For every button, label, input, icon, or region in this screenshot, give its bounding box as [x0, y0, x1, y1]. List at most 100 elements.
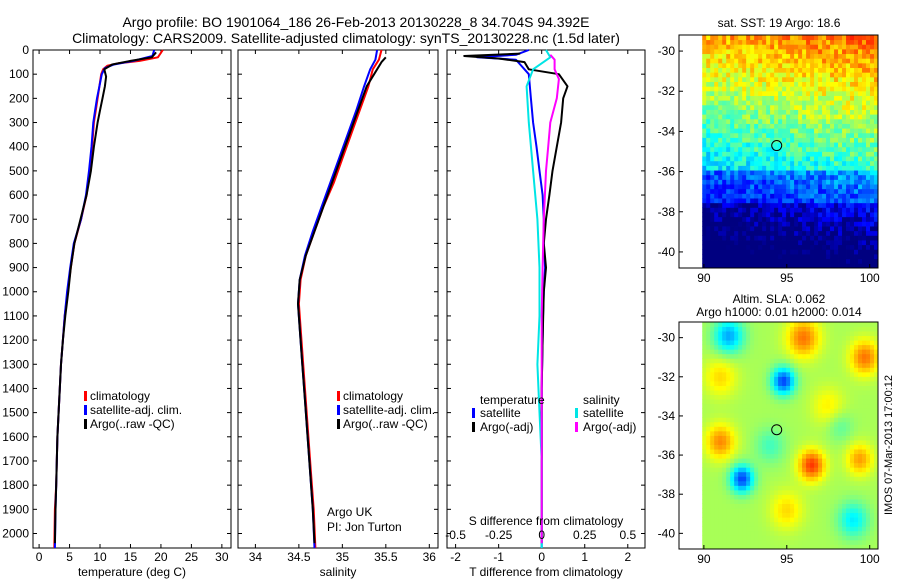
map-cell	[846, 367, 851, 373]
map-cell	[770, 207, 775, 213]
map-cell	[830, 202, 835, 208]
map-cell	[750, 198, 755, 204]
map-cell	[834, 128, 839, 134]
map-cell	[802, 421, 807, 427]
map-cell	[866, 512, 871, 518]
map-cell	[738, 44, 743, 50]
map-cell	[802, 512, 807, 518]
map-cell	[862, 221, 867, 227]
map-cell	[758, 322, 763, 327]
map-cell	[822, 258, 827, 264]
map-cell	[754, 240, 759, 246]
map-cell	[762, 146, 767, 152]
map-cell	[786, 174, 791, 180]
map-cell	[778, 100, 783, 106]
map-cell	[858, 39, 863, 45]
map-cell	[806, 476, 811, 482]
map-cell	[814, 193, 819, 199]
map-cell	[706, 381, 711, 386]
map-cell	[778, 390, 783, 396]
map-cell	[750, 371, 755, 377]
map-cell	[778, 467, 783, 473]
map-title: Altim. SLA: 0.062	[733, 292, 826, 306]
map-cell	[714, 503, 719, 509]
map-cell	[862, 188, 867, 194]
map-cell	[842, 421, 847, 427]
map-cell	[830, 535, 835, 541]
map-cell	[874, 142, 879, 148]
map-cell	[702, 444, 707, 450]
map-cell	[822, 114, 827, 120]
map-cell	[782, 258, 787, 264]
map-cell	[710, 90, 715, 96]
map-cell	[830, 394, 835, 400]
figure-title-line1: Argo profile: BO 1901064_186 26-Feb-2013…	[122, 14, 589, 30]
map-cell	[874, 193, 879, 199]
map-cell	[702, 100, 707, 106]
map-cell	[830, 539, 835, 545]
map-cell	[726, 137, 731, 143]
map-cell	[770, 521, 775, 527]
map-cell	[750, 174, 755, 180]
map-cell	[746, 67, 751, 73]
map-cell	[742, 530, 747, 536]
map-cell	[766, 471, 771, 477]
map-cell	[846, 123, 851, 129]
map-cell	[738, 489, 743, 495]
map-cell	[858, 244, 863, 250]
map-cell	[790, 207, 795, 213]
map-cell	[862, 165, 867, 171]
map-cell	[758, 90, 763, 96]
map-cell	[774, 535, 779, 541]
map-cell	[798, 390, 803, 396]
map-cell	[718, 476, 723, 482]
map-cell	[778, 202, 783, 208]
map-cell	[734, 353, 739, 359]
map-cell	[778, 489, 783, 495]
map-cell	[862, 331, 867, 337]
map-cell	[814, 240, 819, 246]
map-cell	[782, 90, 787, 96]
map-cell	[862, 521, 867, 527]
map-cell	[782, 394, 787, 400]
map-cell	[830, 58, 835, 64]
map-cell	[730, 258, 735, 264]
map-cell	[714, 499, 719, 504]
map-cell	[842, 221, 847, 227]
map-cell	[782, 179, 787, 185]
map-cell	[782, 526, 787, 532]
map-cell	[734, 137, 739, 143]
map-cell	[802, 349, 807, 355]
map-cell	[818, 362, 823, 368]
map-cell	[714, 417, 719, 423]
map-cell	[786, 114, 791, 120]
map-cell	[730, 235, 735, 241]
map-cell	[830, 90, 835, 96]
map-cell	[770, 485, 775, 491]
map-cell	[842, 335, 847, 341]
map-cell	[842, 81, 847, 87]
map-cell	[846, 86, 851, 92]
x-tick-label: 25	[185, 550, 199, 564]
map-cell	[850, 344, 855, 350]
map-cell	[794, 544, 799, 550]
map-cell	[758, 174, 763, 180]
map-cell	[850, 440, 855, 445]
map-cell	[818, 458, 823, 464]
map-cell	[830, 335, 835, 341]
map-cell	[762, 114, 767, 120]
map-cell	[714, 58, 719, 64]
map-cell	[842, 417, 847, 423]
map-cell	[818, 216, 823, 222]
map-cell	[734, 381, 739, 386]
map-cell	[786, 362, 791, 368]
map-cell	[706, 35, 711, 41]
map-cell	[798, 188, 803, 194]
map-cell	[826, 349, 831, 355]
map-cell	[786, 118, 791, 124]
map-cell	[726, 170, 731, 176]
map-cell	[786, 376, 791, 382]
map-cell	[874, 184, 879, 190]
map-cell	[718, 123, 723, 129]
map-cell	[722, 160, 727, 166]
